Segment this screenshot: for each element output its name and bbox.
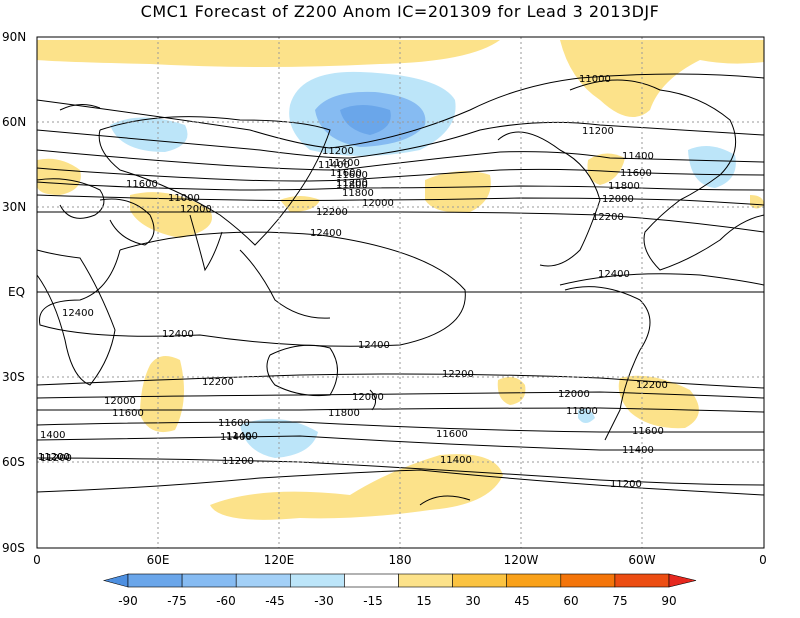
x-tick-label: 60E: [147, 553, 170, 567]
contour-label: 12000: [104, 396, 136, 407]
colorbar-tick-label: 90: [661, 594, 676, 608]
colorbar-swatch: [560, 573, 616, 588]
y-tick-label: 60N: [2, 115, 26, 129]
contour-label: 12400: [62, 308, 94, 319]
contour-label: 11600: [126, 179, 158, 190]
colorbar-tick-label: 30: [465, 594, 480, 608]
colorbar-tick-label: 60: [563, 594, 578, 608]
contour-label: 11800: [342, 188, 374, 199]
contour-label: 12400: [598, 269, 630, 280]
colorbar-ticks: -90 -75 -60 -45 -30 -15 15 30 45 60 75 9…: [118, 594, 676, 608]
colorbar-end-right: [668, 573, 697, 588]
contour-label: 12400: [358, 340, 390, 351]
colorbar-swatch: [398, 573, 453, 588]
colorbar-end-left: [102, 573, 129, 588]
contour-label: 12200: [202, 377, 234, 388]
colorbar-tick-label: -60: [216, 594, 236, 608]
contour-label: 12200: [316, 207, 348, 218]
map-title: CMC1 Forecast of Z200 Anom IC=201309 for…: [140, 2, 660, 21]
colorbar-swatch: [289, 573, 345, 588]
contour-label: 12400: [162, 329, 194, 340]
colorbar-swatch: [614, 573, 670, 588]
x-tick-label: 180: [389, 553, 412, 567]
x-tick-label: 0: [759, 553, 767, 567]
y-tick-label: 30S: [2, 370, 25, 384]
contour-label: 11200: [610, 479, 642, 490]
contour-label: 12200: [592, 212, 624, 223]
contour-label: 1400: [40, 430, 65, 441]
colorbar-tick-label: -15: [363, 594, 383, 608]
x-tick-label: 0: [33, 553, 41, 567]
contour-label: 11200: [322, 146, 354, 157]
contour-label: 11600: [436, 429, 468, 440]
contour-label: 11800: [608, 181, 640, 192]
positive-anomaly-shading: [37, 40, 764, 520]
colorbar: [102, 573, 697, 588]
contour-label: 12000: [180, 204, 212, 215]
contour-label: 11200: [38, 452, 70, 463]
contour-label: 12200: [636, 380, 668, 391]
colorbar-tick-label: -90: [118, 594, 138, 608]
height-contours: [36, 73, 765, 496]
y-tick-label: 30N: [2, 200, 26, 214]
y-tick-label: 90N: [2, 30, 26, 44]
contour-label: 11800: [336, 180, 368, 191]
colorbar-swatch: [127, 573, 183, 588]
colorbar-swatch: [235, 573, 291, 588]
contour-label: 11200: [222, 456, 254, 467]
contour-label-group: 11000 11200 11400 11600 11800 11600 1200…: [38, 74, 668, 490]
contour-label: 12000: [362, 198, 394, 209]
x-tick-label: 120E: [264, 553, 295, 567]
contour-label: 11600: [632, 426, 664, 437]
contour-label: 12000: [602, 194, 634, 205]
contour-label: 11200: [336, 178, 368, 189]
contour-label: 11600: [620, 168, 652, 179]
contour-label: 11800: [566, 406, 598, 417]
x-axis: 0 60E 120E 180 120W 60W 0: [33, 553, 767, 567]
contour-label: 11400: [622, 151, 654, 162]
colorbar-tick-label: -30: [314, 594, 334, 608]
contour-label: 11200: [40, 453, 72, 464]
contour-label: 11400: [328, 158, 360, 169]
contour-label: 11200: [38, 452, 70, 463]
map-frame: [36, 36, 765, 549]
contour-label: 11000: [579, 74, 611, 85]
y-axis: 90N 60N 30N EQ 30S 60S 90S: [2, 30, 26, 555]
colorbar-swatch: [344, 573, 399, 588]
contour-label: 12000: [352, 392, 384, 403]
colorbar-tick-label: -75: [167, 594, 187, 608]
colorbar-swatch: [181, 573, 237, 588]
contour-label: 11600: [330, 168, 362, 179]
x-tick-label: 120W: [504, 553, 539, 567]
contour-label: 12000: [558, 389, 590, 400]
colorbar-tick-label: -45: [265, 594, 285, 608]
contour-label: 12200: [442, 369, 474, 380]
contour-label: 11400: [440, 455, 472, 466]
contour-label: 11400: [318, 160, 350, 171]
y-tick-label: 90S: [2, 541, 25, 555]
contour-label: 11400: [622, 445, 654, 456]
contour-label: 11600: [112, 408, 144, 419]
contour-label: 11400: [220, 432, 252, 443]
contour-label: 11000: [168, 193, 200, 204]
colorbar-tick-label: 45: [514, 594, 529, 608]
contour-label: 12400: [310, 228, 342, 239]
y-tick-label: EQ: [8, 285, 25, 299]
colorbar-swatch: [506, 573, 562, 588]
colorbar-swatch: [452, 573, 508, 588]
contour-label: 11800: [328, 408, 360, 419]
x-tick-label: 60W: [628, 553, 655, 567]
y-tick-label: 60S: [2, 455, 25, 469]
colorbar-tick-label: 75: [612, 594, 627, 608]
contour-label: 11400: [226, 431, 258, 442]
contour-label: 11600: [336, 170, 368, 181]
contour-label: 11200: [582, 126, 614, 137]
contour-label: 11600: [218, 418, 250, 429]
colorbar-tick-label: 15: [416, 594, 431, 608]
coastlines: [36, 79, 765, 506]
